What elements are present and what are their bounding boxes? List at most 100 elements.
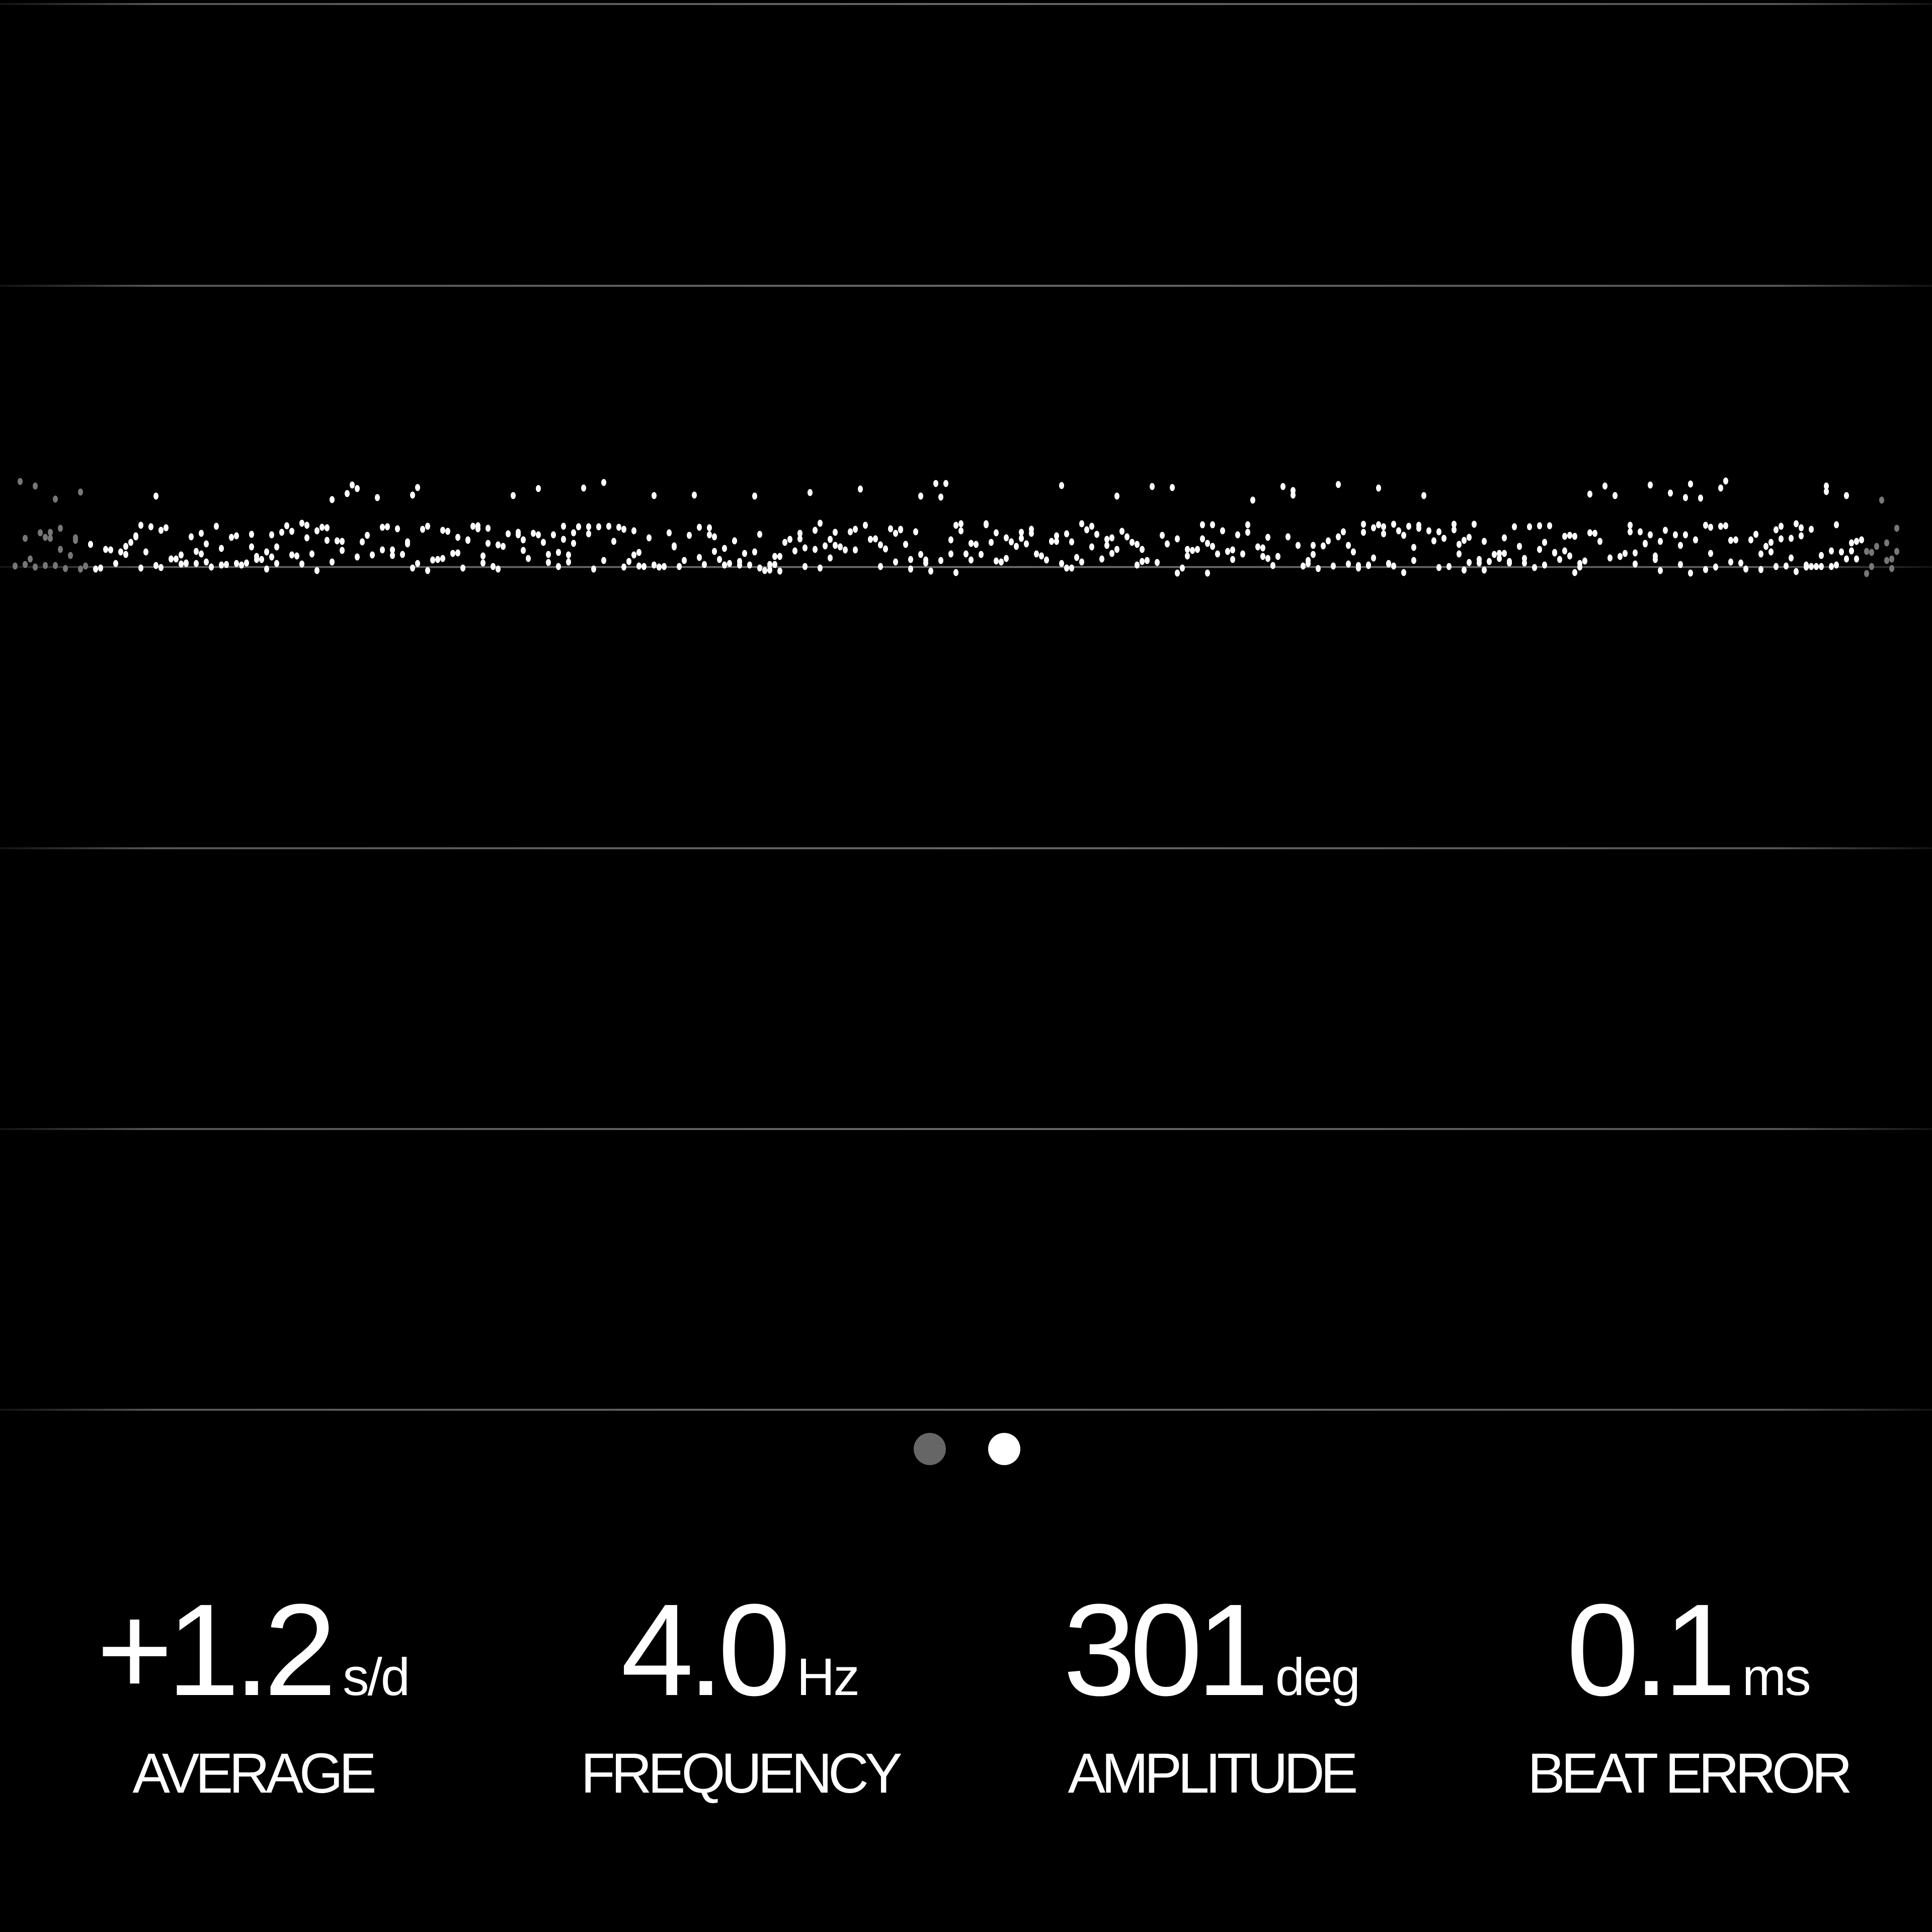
trace-dot: [355, 485, 360, 492]
trace-dot: [1114, 493, 1119, 500]
trace-dot: [943, 480, 948, 487]
trace-dot: [1406, 523, 1411, 530]
trace-dot: [385, 523, 390, 530]
trace-dot: [1683, 494, 1688, 501]
trace-dot: [48, 529, 53, 536]
trace-dot: [1260, 553, 1265, 560]
grid-line: [0, 1409, 1932, 1411]
trace-dot: [948, 536, 953, 543]
trace-dot: [797, 535, 802, 542]
trace-dot: [1034, 550, 1039, 557]
trace-dot: [1170, 484, 1175, 491]
trace-dot: [1577, 564, 1582, 571]
trace-dot: [546, 559, 551, 566]
trace-dot: [833, 529, 838, 536]
trace-dot: [712, 548, 717, 555]
trace-dot: [1175, 570, 1180, 577]
trace-dot: [767, 567, 772, 574]
trace-dot: [1613, 492, 1618, 499]
trace-dot: [148, 523, 153, 530]
trace-dot: [234, 560, 239, 567]
trace-dot: [480, 559, 486, 567]
trace-dot: [1039, 552, 1044, 559]
trace-dot: [491, 563, 496, 570]
trace-dot: [38, 529, 43, 536]
trace-dot: [616, 524, 621, 531]
trace-dot: [1572, 569, 1577, 576]
trace-dot: [1567, 532, 1572, 539]
trace-dot: [158, 527, 164, 534]
trace-dot: [828, 554, 833, 561]
trace-dot: [787, 536, 792, 543]
trace-dot: [1512, 523, 1517, 530]
trace-dot: [1376, 485, 1381, 492]
trace-dot: [521, 547, 526, 554]
trace-dot: [33, 564, 38, 571]
trace-dot: [1104, 536, 1109, 543]
trace-dot: [53, 562, 58, 569]
trace-dot: [1743, 566, 1748, 573]
trace-dot: [1753, 531, 1758, 538]
trace-dot: [697, 524, 702, 531]
trace-dot: [1502, 534, 1507, 541]
trace-dot: [1150, 483, 1155, 490]
trace-dot: [1175, 535, 1180, 542]
trace-dot: [1311, 542, 1316, 549]
trace-dot: [1894, 548, 1899, 555]
trace-dot: [1371, 524, 1376, 531]
trace-dot: [28, 555, 33, 562]
trace-dot: [1723, 522, 1728, 529]
trace-dot: [360, 538, 365, 545]
trace-dot: [1884, 557, 1889, 564]
trace-dot: [430, 556, 435, 564]
trace-dot: [269, 553, 274, 560]
trace-dot: [264, 548, 269, 555]
trace-dot: [158, 564, 164, 571]
trace-dot: [1869, 549, 1874, 556]
trace-dot: [450, 550, 455, 557]
trace-dot: [1130, 539, 1135, 546]
frequency-value: 4.0: [621, 1577, 790, 1723]
trace-dot: [737, 561, 742, 569]
trace-dot: [309, 550, 314, 557]
trace-dot: [1019, 529, 1024, 536]
trace-dot: [601, 479, 606, 486]
trace-dot: [1230, 556, 1235, 563]
trace-dot: [1688, 570, 1693, 577]
trace-dot: [903, 541, 908, 548]
trace-dot: [712, 533, 717, 540]
trace-dot: [1859, 536, 1864, 543]
trace-dot: [1829, 547, 1834, 554]
trace-dot: [194, 560, 199, 567]
trace-dot: [1396, 527, 1401, 534]
trace-dot: [304, 522, 309, 529]
trace-dot: [626, 558, 631, 565]
trace-dot: [23, 561, 28, 568]
trace-dot: [908, 566, 913, 573]
trace-dot: [747, 561, 752, 569]
page-indicator-dot-1[interactable]: [914, 1433, 946, 1465]
trace-dot: [853, 546, 858, 553]
trace-dot: [1094, 531, 1099, 538]
trace-dot: [576, 523, 581, 530]
trace-dot: [1814, 563, 1819, 570]
beat-error-label: BEAT ERROR: [1527, 1742, 1853, 1805]
trace-dot: [1462, 537, 1467, 544]
trace-dot: [1864, 570, 1869, 577]
trace-dot: [249, 543, 254, 550]
trace-dot: [229, 534, 234, 541]
page-indicator-dot-2[interactable]: [988, 1433, 1020, 1465]
trace-dot: [1658, 538, 1663, 545]
trace-dot: [556, 549, 561, 556]
trace-dot: [1386, 560, 1391, 567]
trace-dot: [1779, 523, 1784, 530]
beat-error-value: 0.1: [1566, 1577, 1736, 1723]
trace-dot: [314, 527, 319, 534]
trace-dot: [1547, 522, 1552, 529]
trace-dot: [420, 526, 425, 533]
trace-dot: [757, 565, 762, 572]
trace-dot: [1457, 550, 1462, 557]
trace-dot: [752, 493, 757, 500]
trace-dot: [546, 551, 551, 558]
trace-dot: [355, 553, 360, 560]
